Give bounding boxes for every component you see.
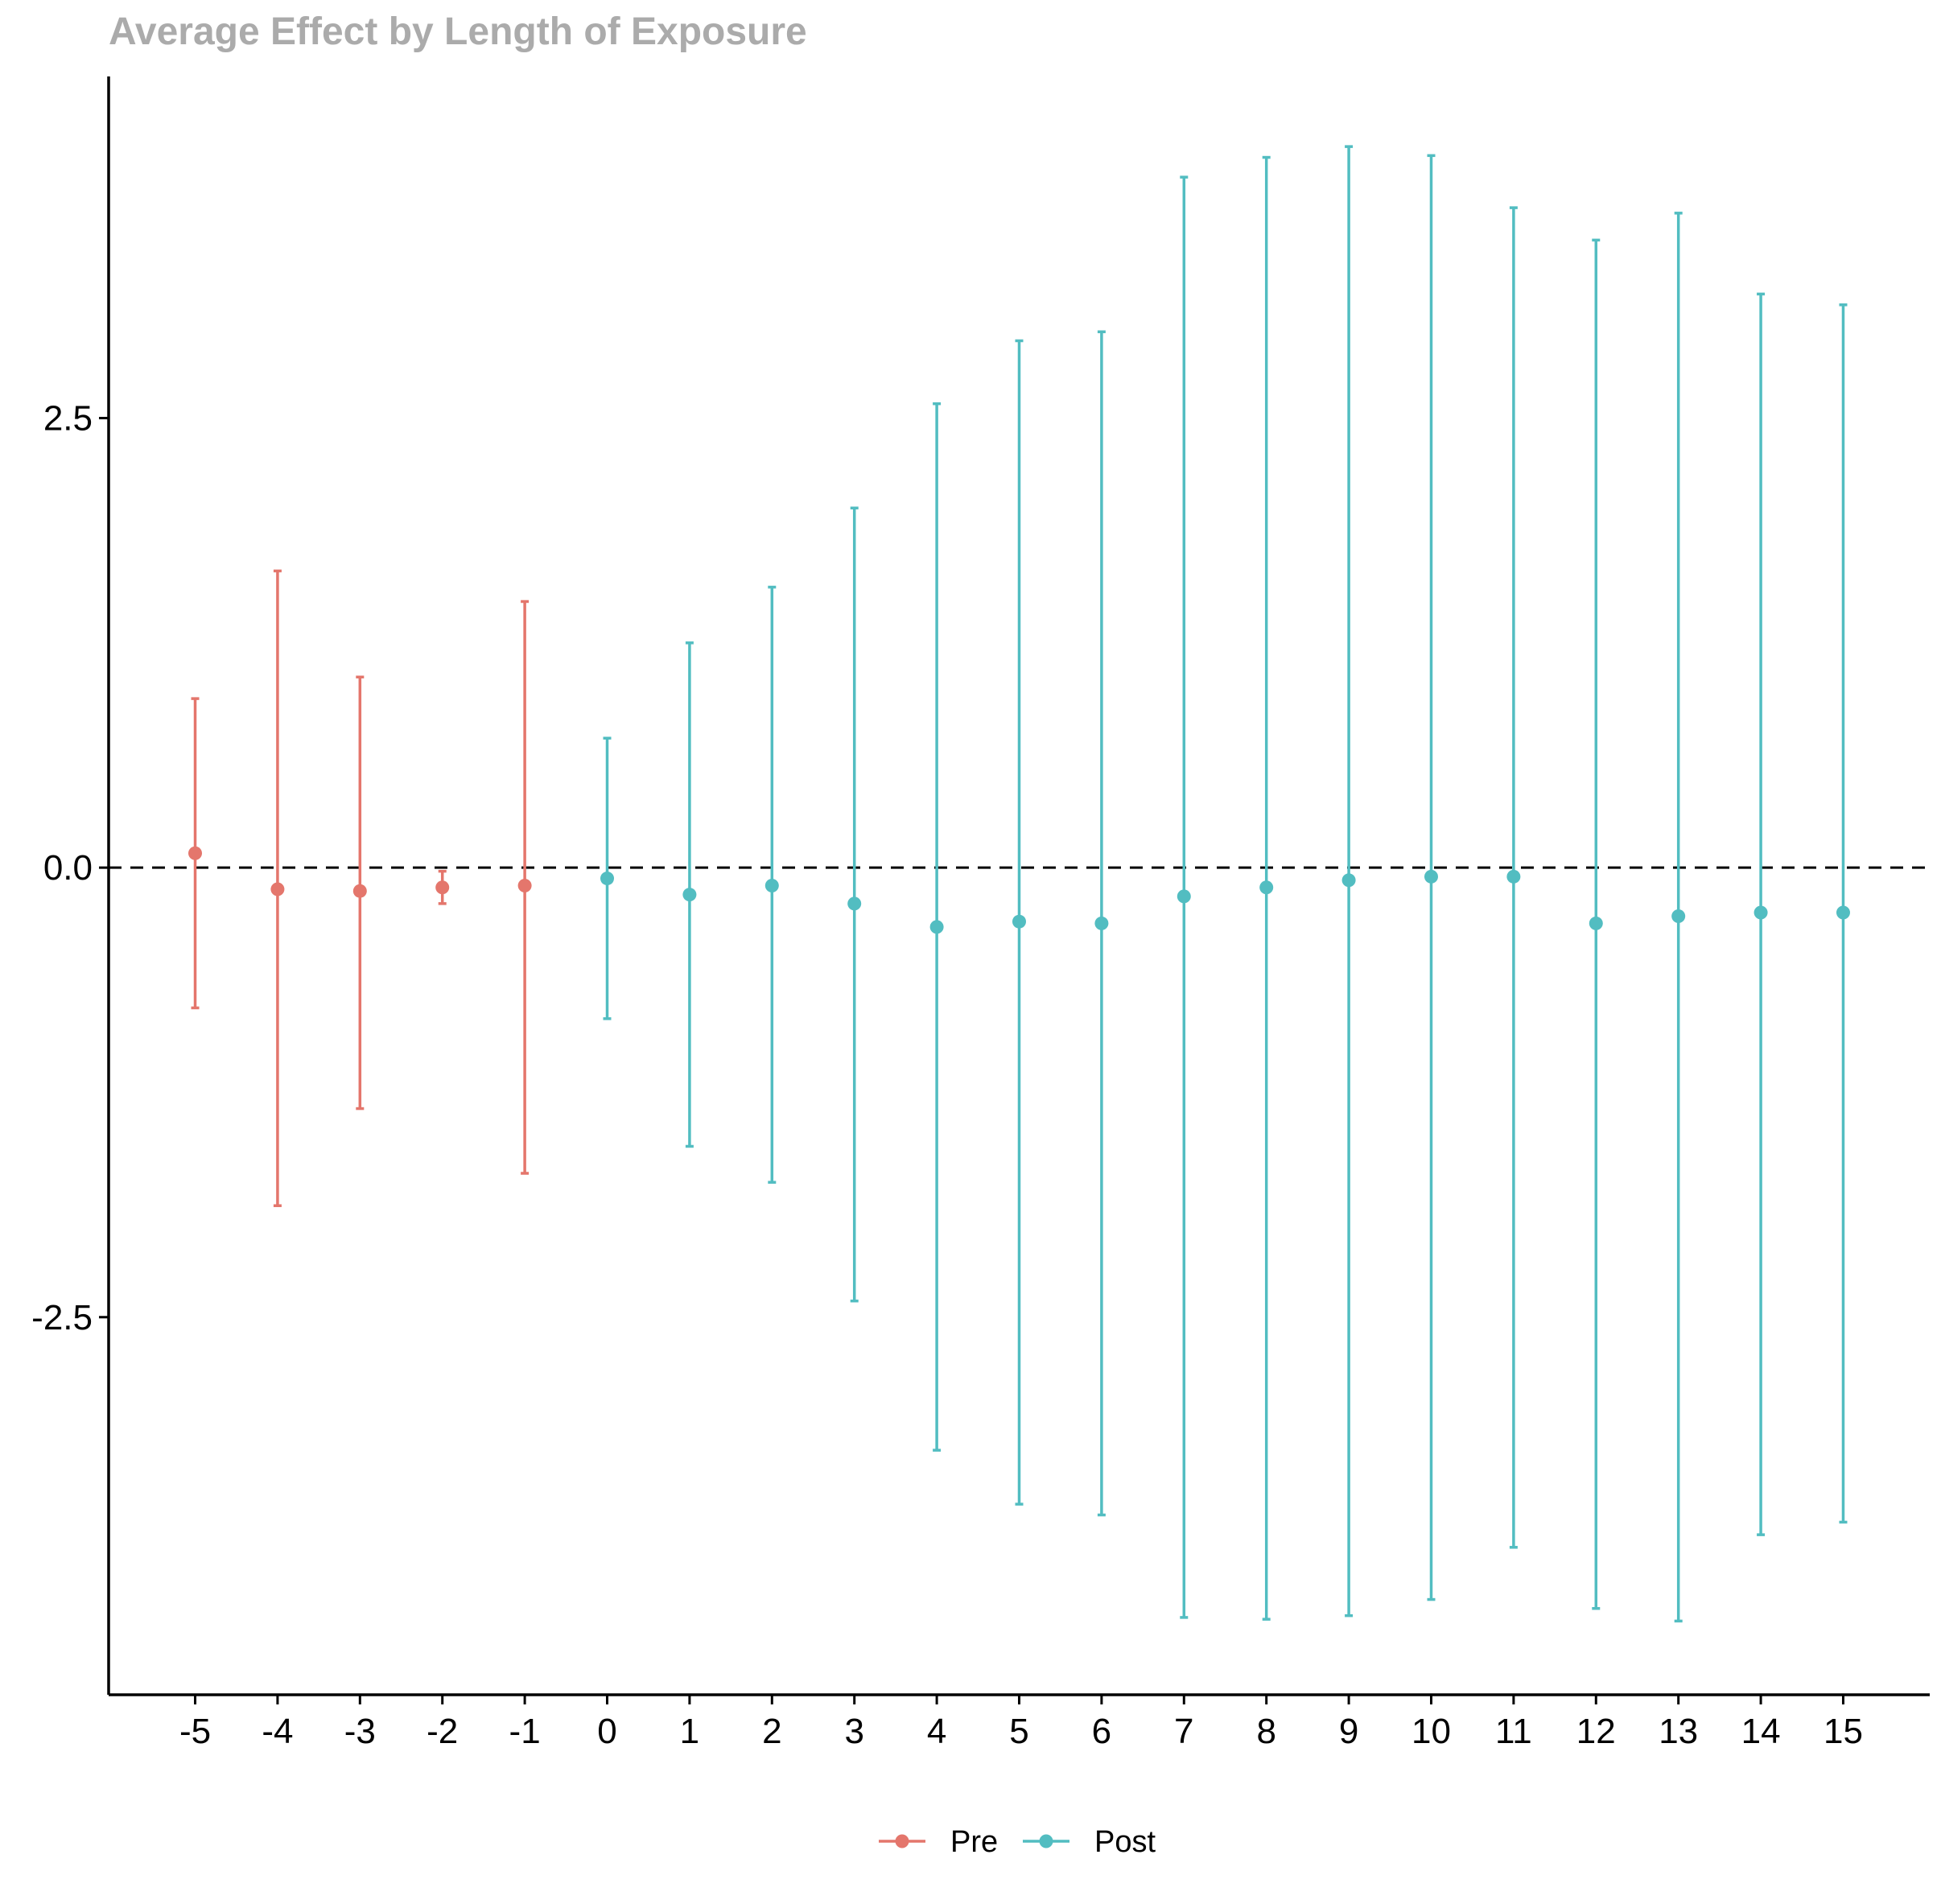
x-tick-label-x10: 10 bbox=[1411, 1712, 1451, 1751]
x-tick-label-x11: 11 bbox=[1495, 1712, 1532, 1751]
legend: Pre Post bbox=[879, 1825, 1156, 1859]
x-tick-label-x13: 13 bbox=[1659, 1712, 1698, 1751]
axes-group: -5 -4 -3 -2 -1 0 1 2 3 4 5 6 7 8 9 10 11 12 13 14 15-2.50.02… bbox=[31, 76, 1930, 1751]
x-tick-label-x0: 0 bbox=[597, 1712, 616, 1751]
legend-key-point-post bbox=[1039, 1834, 1053, 1848]
x-tick-label-x8: 8 bbox=[1256, 1712, 1275, 1751]
y-tick-label-2_5: 2.5 bbox=[43, 399, 93, 439]
x-tick-label-xm4: -4 bbox=[262, 1712, 293, 1751]
x-tick-label-x1: 1 bbox=[680, 1712, 699, 1751]
point-x8 bbox=[1259, 880, 1274, 895]
x-tick-label-x9: 9 bbox=[1339, 1712, 1358, 1751]
x-tick-label-x2: 2 bbox=[762, 1712, 781, 1751]
point-x11 bbox=[1506, 869, 1521, 884]
legend-label-post: Post bbox=[1094, 1825, 1156, 1859]
y-tick-label-0_0: 0.0 bbox=[43, 848, 93, 888]
legend-key-point-pre bbox=[895, 1834, 909, 1848]
point-x14 bbox=[1753, 905, 1768, 920]
point-xm3 bbox=[352, 884, 367, 898]
x-tick-label-xm5: -5 bbox=[179, 1712, 211, 1751]
legend-item-pre: Pre bbox=[879, 1825, 998, 1859]
series-group bbox=[188, 145, 1850, 1623]
point-xm2 bbox=[435, 880, 450, 895]
y-tick-label-m2_5: -2.5 bbox=[31, 1298, 93, 1337]
legend-label-pre: Pre bbox=[950, 1825, 998, 1859]
point-x13 bbox=[1671, 909, 1686, 923]
point-x10 bbox=[1424, 869, 1438, 884]
series-post bbox=[600, 145, 1850, 1623]
point-x3 bbox=[847, 896, 862, 911]
x-tick-label-x14: 14 bbox=[1741, 1712, 1781, 1751]
point-xm1 bbox=[517, 879, 532, 892]
point-x0 bbox=[600, 872, 615, 886]
x-tick-label-x15: 15 bbox=[1824, 1712, 1863, 1751]
point-x1 bbox=[682, 888, 697, 902]
point-xm5 bbox=[188, 846, 203, 860]
x-tick-label-x5: 5 bbox=[1009, 1712, 1028, 1751]
x-tick-label-x4: 4 bbox=[927, 1712, 946, 1751]
chart-title: Average Effect by Length of Exposure bbox=[109, 10, 807, 53]
x-tick-label-x3: 3 bbox=[844, 1712, 863, 1751]
point-x7 bbox=[1177, 889, 1191, 904]
x-tick-label-xm3: -3 bbox=[344, 1712, 376, 1751]
point-x6 bbox=[1094, 916, 1109, 930]
point-x5 bbox=[1012, 914, 1026, 929]
legend-item-post: Post bbox=[1023, 1825, 1156, 1859]
point-x4 bbox=[929, 920, 944, 934]
x-tick-label-x7: 7 bbox=[1174, 1712, 1193, 1751]
point-x15 bbox=[1836, 905, 1850, 920]
point-x12 bbox=[1589, 916, 1603, 930]
x-tick-label-xm1: -1 bbox=[509, 1712, 541, 1751]
x-tick-label-x12: 12 bbox=[1576, 1712, 1616, 1751]
series-pre bbox=[188, 569, 532, 1207]
x-tick-label-xm2: -2 bbox=[427, 1712, 458, 1751]
point-xm4 bbox=[270, 882, 285, 896]
x-tick-label-x6: 6 bbox=[1092, 1712, 1111, 1751]
point-x2 bbox=[764, 879, 779, 892]
point-x9 bbox=[1341, 873, 1356, 888]
